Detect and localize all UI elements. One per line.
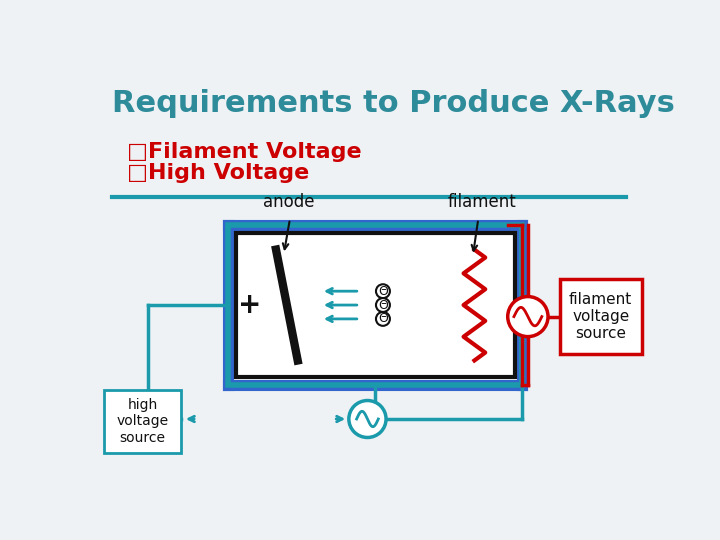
Text: □Filament Voltage: □Filament Voltage <box>127 142 362 162</box>
Text: anode: anode <box>263 193 314 211</box>
Text: Θ: Θ <box>378 285 388 298</box>
Text: Requirements to Produce X-Rays: Requirements to Produce X-Rays <box>112 90 675 118</box>
Text: Θ: Θ <box>378 313 388 326</box>
Text: □High Voltage: □High Voltage <box>127 164 310 184</box>
Circle shape <box>376 312 390 326</box>
Text: +: + <box>238 291 261 319</box>
Circle shape <box>376 298 390 312</box>
Bar <box>559 279 642 354</box>
Bar <box>228 225 523 385</box>
Text: high
voltage
source: high voltage source <box>117 398 168 444</box>
Circle shape <box>376 284 390 298</box>
Text: filament: filament <box>448 193 516 211</box>
Circle shape <box>508 296 548 336</box>
Circle shape <box>349 401 386 437</box>
Text: filament
voltage
source: filament voltage source <box>569 292 632 341</box>
Bar <box>235 233 515 377</box>
Text: Θ: Θ <box>378 299 388 312</box>
Bar <box>104 390 181 453</box>
Bar <box>228 225 523 385</box>
